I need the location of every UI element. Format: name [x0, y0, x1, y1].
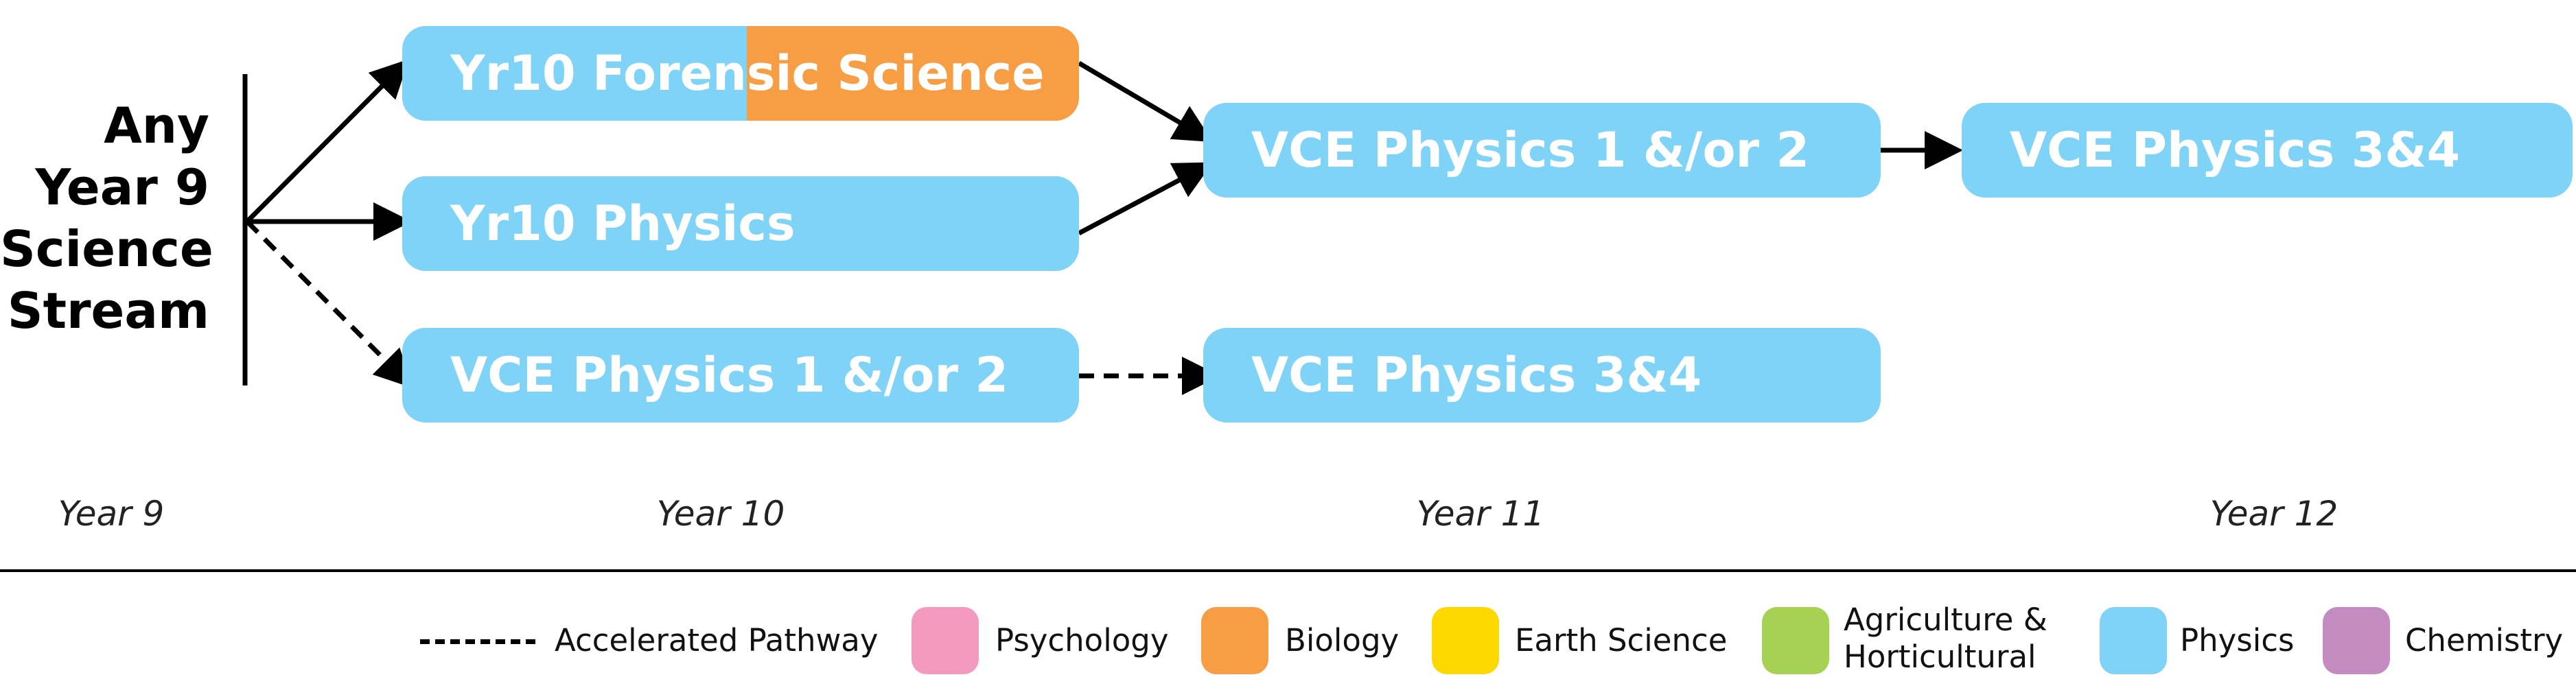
accelerated-pathway-dash-icon	[420, 639, 535, 644]
arrow-yr10-physics-to-vce12	[1078, 162, 1214, 236]
box-yr10-physics: Yr10 Physics	[402, 176, 1079, 271]
legend-label-accelerated: Accelerated Pathway	[555, 622, 879, 658]
legend-label-chemistry: Chemistry	[2405, 622, 2564, 658]
box-vce-physics-3-4-accelerated: VCE Physics 3&4	[1203, 328, 1881, 423]
start-line-1: Any	[104, 97, 209, 154]
year-label-12: Year 12	[2209, 494, 2339, 534]
arrow-stream-to-vce12-accelerated	[245, 219, 413, 388]
legend-label-earth-science: Earth Science	[1515, 622, 1728, 658]
year-label-11: Year 11	[1416, 494, 1545, 534]
box-vce-physics-1-2: VCE Physics 1 &/or 2	[1203, 103, 1881, 198]
legend-label-psychology: Psychology	[995, 622, 1169, 658]
box-vce-physics-3-4: VCE Physics 3&4	[1962, 103, 2573, 198]
start-line-3: Science	[0, 220, 213, 278]
box-yr10-forensic-science: Yr10 Forensic Science	[402, 26, 1079, 121]
legend-swatch-biology	[1201, 607, 1268, 674]
legend-label-biology: Biology	[1285, 622, 1400, 658]
legend-swatch-psychology	[912, 607, 979, 674]
box-vce-physics-1-2-accelerated: VCE Physics 1 &/or 2	[402, 328, 1079, 423]
legend-swatch-agriculture	[1762, 607, 1829, 674]
legend-label-physics: Physics	[2180, 622, 2295, 658]
legend-divider	[0, 569, 2576, 572]
start-line-4: Stream	[7, 282, 209, 340]
start-line-2: Year 9	[35, 158, 209, 216]
legend-swatch-earth-science	[1432, 607, 1499, 674]
arrow-forensic-to-vce12	[1078, 60, 1214, 143]
year-label-9: Year 9	[58, 494, 165, 534]
legend-swatch-physics	[2100, 607, 2167, 674]
legend-swatch-chemistry	[2323, 607, 2390, 674]
arrow-stream-to-forensic	[245, 59, 409, 224]
legend-label-agriculture-1: Agriculture &	[1844, 602, 2047, 638]
year-label-10: Year 10	[656, 494, 785, 534]
legend-label-agriculture-2: Horticultural	[1844, 639, 2037, 675]
start-label: Any Year 9 Science Stream	[0, 95, 213, 342]
